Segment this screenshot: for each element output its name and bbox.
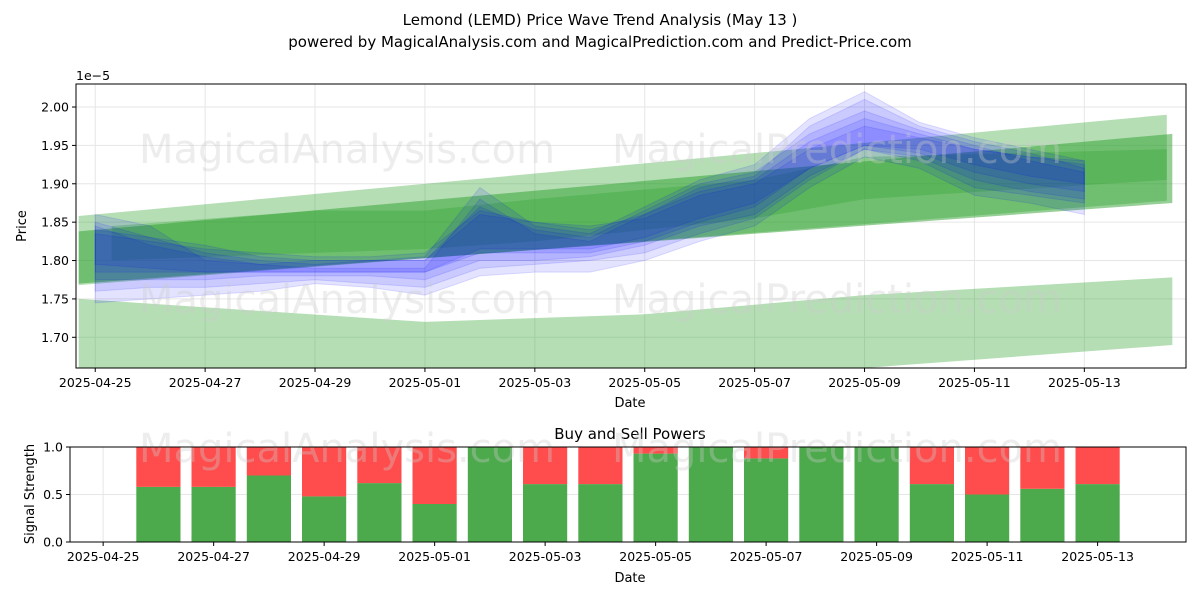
price-y-tick-label: 1.80	[41, 253, 69, 268]
price-x-tick-label: 2025-05-09	[828, 375, 901, 390]
buy-bar	[302, 496, 347, 542]
price-watermarks: MagicalAnalysis.com MagicalPrediction.co…	[139, 127, 1062, 323]
buy-sell-x-tick-label: 2025-05-09	[840, 549, 913, 564]
watermark-analysis-mid: MagicalAnalysis.com	[139, 277, 555, 323]
buy-sell-y-tick-label: 1.0	[43, 440, 63, 455]
price-x-tick-label: 2025-05-01	[389, 375, 462, 390]
buy-bar	[965, 494, 1010, 542]
buy-sell-x-tick-label: 2025-05-13	[1061, 549, 1134, 564]
figure-title: Lemond (LEMD) Price Wave Trend Analysis …	[403, 11, 798, 29]
buy-bar	[799, 447, 844, 542]
sell-bar	[578, 447, 623, 485]
buy-bar	[744, 458, 789, 542]
price-x-tick-label: 2025-05-11	[938, 375, 1011, 390]
sell-bar	[909, 447, 954, 485]
price-wave-bands	[94, 91, 1085, 304]
green-prediction-band	[78, 277, 1173, 368]
price-y-tick-label: 1.90	[41, 176, 69, 191]
buy-bar	[688, 447, 733, 542]
buy-sell-watermarks: MagicalAnalysis.com MagicalPrediction.co…	[139, 426, 1062, 472]
buy-bar	[523, 484, 568, 542]
buy-sell-x-tick-label: 2025-04-29	[288, 549, 361, 564]
buy-bar	[1075, 484, 1120, 542]
price-exponent-label: 1e−5	[76, 68, 110, 83]
sell-bar	[744, 447, 789, 459]
buy-bar	[467, 447, 512, 542]
buy-sell-y-axis-label: Signal Strength	[23, 444, 38, 544]
price-y-axis-label: Price	[15, 210, 30, 242]
sell-bar	[1020, 447, 1065, 489]
buy-sell-y-ticks: 0.0 0.5 1.0	[43, 440, 70, 550]
blue-wave-band	[94, 91, 1085, 304]
watermark-prediction-mid: MagicalPrediction.com	[612, 277, 1062, 323]
buy-bar	[854, 447, 899, 542]
price-x-tick-label: 2025-04-25	[59, 375, 132, 390]
blue-wave-band	[94, 125, 1085, 273]
price-y-tick-label: 2.00	[41, 100, 69, 115]
price-x-tick-label: 2025-04-27	[169, 375, 242, 390]
buy-bar	[136, 486, 181, 542]
buy-sell-x-tick-label: 2025-05-01	[398, 549, 471, 564]
buy-sell-y-tick-label: 0.5	[43, 487, 63, 502]
buy-bar	[246, 475, 291, 542]
price-y-tick-label: 1.70	[41, 330, 69, 345]
blue-wave-band	[94, 117, 1085, 273]
buy-bar	[191, 486, 236, 542]
price-x-ticks: 2025-04-25 2025-04-27 2025-04-29 2025-05-01…	[59, 368, 1121, 390]
price-x-tick-label: 2025-05-07	[718, 375, 791, 390]
buy-bar	[578, 484, 623, 542]
buy-bar	[412, 504, 457, 542]
sell-bar	[246, 447, 291, 476]
price-y-ticks: 1.70 1.75 1.80 1.85 1.90 1.95 2.00	[41, 100, 76, 345]
price-x-tick-label: 2025-05-03	[499, 375, 572, 390]
price-y-tick-label: 1.85	[41, 215, 69, 230]
buy-sell-y-tick-label: 0.0	[43, 535, 63, 550]
buy-bar	[909, 484, 954, 542]
buy-sell-bars	[136, 447, 1120, 542]
watermark-prediction-top: MagicalPrediction.com	[612, 127, 1062, 173]
buy-sell-x-axis-label: Date	[614, 571, 645, 586]
sell-bar	[965, 447, 1010, 495]
buy-sell-x-tick-label: 2025-04-25	[67, 549, 140, 564]
blue-wave-band	[94, 98, 1085, 292]
buy-sell-x-tick-label: 2025-04-27	[177, 549, 250, 564]
sell-bar	[136, 447, 181, 487]
sell-bar	[302, 447, 347, 497]
price-wave-chart: MagicalAnalysis.com MagicalPrediction.co…	[15, 68, 1187, 411]
price-x-tick-label: 2025-05-05	[608, 375, 681, 390]
buy-sell-x-tick-label: 2025-05-03	[509, 549, 582, 564]
price-y-tick-label: 1.95	[41, 138, 69, 153]
buy-bar	[633, 453, 678, 542]
price-prediction-bands	[78, 114, 1173, 368]
watermark-prediction-bottom: MagicalPrediction.com	[612, 426, 1062, 472]
price-plot-frame	[75, 83, 1187, 369]
blue-wave-band	[94, 110, 1085, 281]
sell-bar	[523, 447, 568, 485]
buy-bar	[1020, 488, 1065, 542]
price-y-tick-label: 1.75	[41, 291, 69, 306]
sell-bar	[1075, 447, 1120, 485]
sell-bar	[412, 447, 457, 504]
sell-bar	[191, 447, 236, 487]
buy-sell-x-tick-label: 2025-05-07	[730, 549, 803, 564]
green-prediction-band	[78, 133, 1173, 284]
watermark-analysis-bottom: MagicalAnalysis.com	[139, 426, 555, 472]
watermark-analysis-top: MagicalAnalysis.com	[139, 127, 555, 173]
buy-sell-x-tick-label: 2025-05-05	[619, 549, 692, 564]
buy-sell-title: Buy and Sell Powers	[554, 425, 706, 443]
buy-sell-x-ticks: 2025-04-25 2025-04-27 2025-04-29 2025-05-01…	[67, 542, 1134, 564]
buy-sell-x-tick-label: 2025-05-11	[951, 549, 1024, 564]
figure-subtitle: powered by MagicalAnalysis.com and Magic…	[288, 33, 912, 51]
sell-bar	[633, 447, 678, 454]
green-prediction-band	[111, 149, 1167, 261]
price-x-tick-label: 2025-04-29	[279, 375, 352, 390]
sell-bar	[357, 447, 402, 484]
price-x-axis-label: Date	[614, 396, 645, 411]
price-x-tick-label: 2025-05-13	[1048, 375, 1121, 390]
buy-bar	[357, 483, 402, 542]
buy-sell-chart: Buy and Sell Powers MagicalAnalysis.com …	[23, 425, 1187, 586]
